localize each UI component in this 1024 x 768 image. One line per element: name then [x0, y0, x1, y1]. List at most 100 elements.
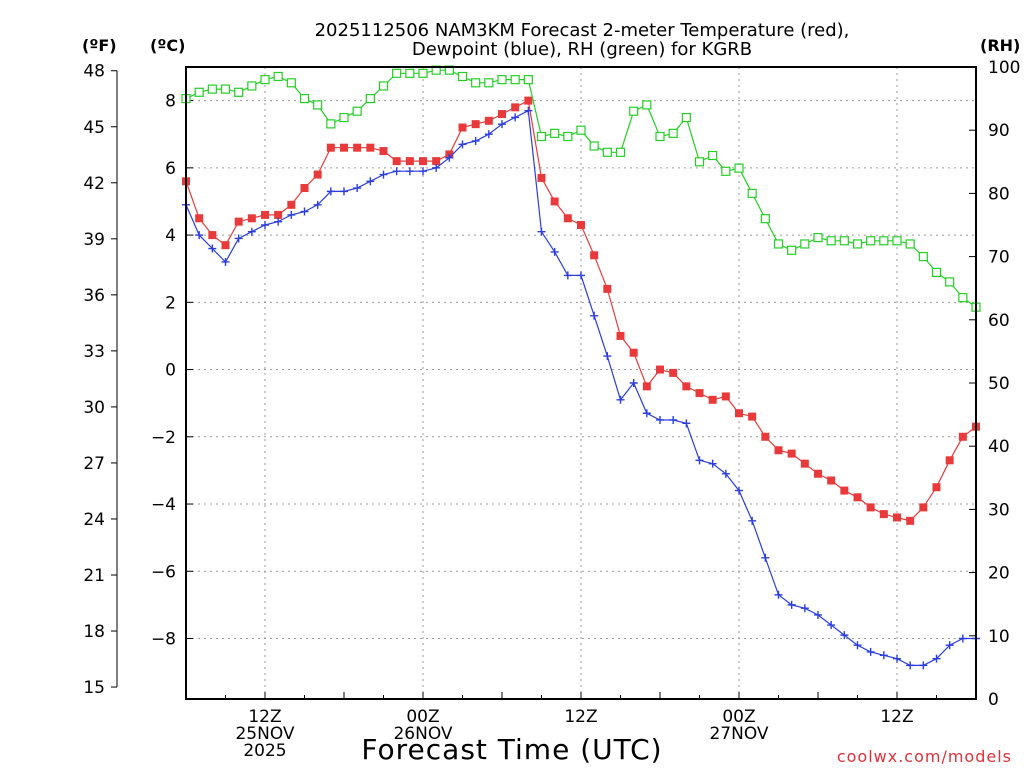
rh-point: [247, 81, 257, 91]
dewpoint-point: [484, 130, 493, 139]
temperature-point: [761, 432, 770, 441]
time-tick-label: 12Z: [248, 707, 281, 727]
temperature-point: [287, 200, 296, 209]
temperature-point: [563, 214, 572, 223]
fahrenheit-tick-label: 18: [83, 622, 105, 642]
dewpoint-point: [313, 200, 322, 209]
temperature-point: [419, 157, 427, 166]
temperature-point: [616, 331, 625, 340]
dewpoint-point: [695, 456, 704, 465]
temperature-point: [313, 170, 322, 179]
rh-point: [826, 236, 836, 246]
rh-point: [510, 75, 520, 85]
dewpoint-point: [800, 604, 809, 613]
rh-point: [405, 68, 415, 78]
dewpoint-point: [840, 631, 849, 640]
temperature-point: [471, 120, 480, 129]
dewpoint-point: [814, 610, 822, 619]
dewpoint-point: [537, 227, 546, 236]
rh-point: [313, 100, 323, 110]
rh-point: [484, 78, 494, 88]
dewpoint-point: [787, 600, 796, 609]
temperature-point: [590, 251, 599, 260]
dewpoint-point: [340, 187, 348, 196]
dewpoint-point: [735, 486, 743, 495]
rh-point: [839, 236, 849, 246]
time-tick-label: 27NOV: [709, 724, 768, 744]
temperature-point: [919, 503, 928, 512]
dewpoint-point: [629, 379, 638, 387]
fahrenheit-tick-label: 48: [83, 62, 105, 82]
rh-point: [866, 236, 876, 246]
rh-tick-label: 10: [988, 627, 1010, 647]
temperature-point: [458, 123, 467, 132]
rh-point: [392, 68, 402, 78]
dewpoint-point: [958, 634, 967, 643]
temperature-point: [353, 143, 362, 152]
celsius-tick-label: 0: [165, 361, 176, 381]
rh-point: [813, 233, 823, 243]
temperature-point: [392, 157, 401, 166]
time-tick-label: 12Z: [564, 707, 597, 727]
celsius-axis: −8 −6 −4 −2 0 2 4 6 8: [151, 92, 193, 649]
rh-point: [194, 87, 204, 97]
rh-point: [629, 106, 639, 116]
dewpoint-point: [616, 395, 625, 404]
dewpoint-point: [379, 170, 388, 179]
temperature-point: [800, 459, 809, 468]
dewpoint-point: [326, 187, 335, 196]
temperature-point: [300, 184, 309, 193]
celsius-unit-label: (ºC): [150, 36, 185, 55]
dewpoint-point: [511, 113, 520, 122]
rh-point: [550, 128, 560, 138]
rh-point: [220, 84, 231, 94]
temperature-point: [853, 493, 862, 502]
rh-point: [892, 236, 902, 246]
rh-point: [339, 112, 349, 123]
dewpoint-point: [221, 257, 230, 266]
time-tick-label: 00Z: [406, 707, 439, 727]
temperature-point: [234, 217, 243, 226]
chart-title: 2025112506 NAM3KM Forecast 2-meter Tempe…: [315, 20, 850, 60]
fahrenheit-tick-label: 21: [83, 566, 105, 586]
fahrenheit-tick-label: 24: [83, 510, 105, 530]
temperature-point: [379, 147, 388, 156]
temperature-point: [577, 221, 585, 229]
rh-point: [576, 125, 586, 135]
dewpoint-point: [748, 516, 757, 525]
rh-point: [668, 128, 678, 138]
dewpoint-point: [590, 311, 599, 320]
rh-point: [378, 81, 389, 91]
rh-point: [734, 163, 744, 173]
rh-point: [234, 87, 244, 97]
temperature-point: [629, 348, 638, 357]
temperature-point: [524, 96, 533, 105]
celsius-tick-label: 2: [165, 293, 176, 313]
dewpoint-point: [642, 409, 651, 418]
temperature-point: [498, 110, 506, 119]
temperature-point: [274, 210, 283, 219]
celsius-tick-label: −4: [151, 495, 176, 515]
dewpoint-point: [603, 352, 612, 361]
temperature-point: [261, 210, 269, 219]
dewpoint-point: [893, 654, 901, 663]
rh-point: [615, 147, 626, 157]
dewpoint-point: [669, 415, 678, 424]
rh-point: [694, 157, 705, 167]
dewpoint-point: [300, 207, 309, 216]
rh-point: [365, 93, 375, 104]
rh-point: [773, 239, 784, 249]
dewpoint-point: [656, 415, 664, 424]
rh-tick-label: 30: [988, 500, 1010, 520]
time-tick-label: 26NOV: [393, 724, 452, 744]
dewpoint-point: [932, 654, 941, 663]
rh-point: [273, 71, 283, 82]
dewpoint-point: [261, 221, 269, 229]
dewpoint-point: [208, 244, 217, 253]
dewpoint-point: [432, 163, 441, 172]
dewpoint-point: [550, 247, 559, 256]
rh-tick-label: 100: [988, 58, 1020, 78]
temperature-point: [247, 214, 256, 223]
dewpoint-point: [945, 641, 954, 650]
